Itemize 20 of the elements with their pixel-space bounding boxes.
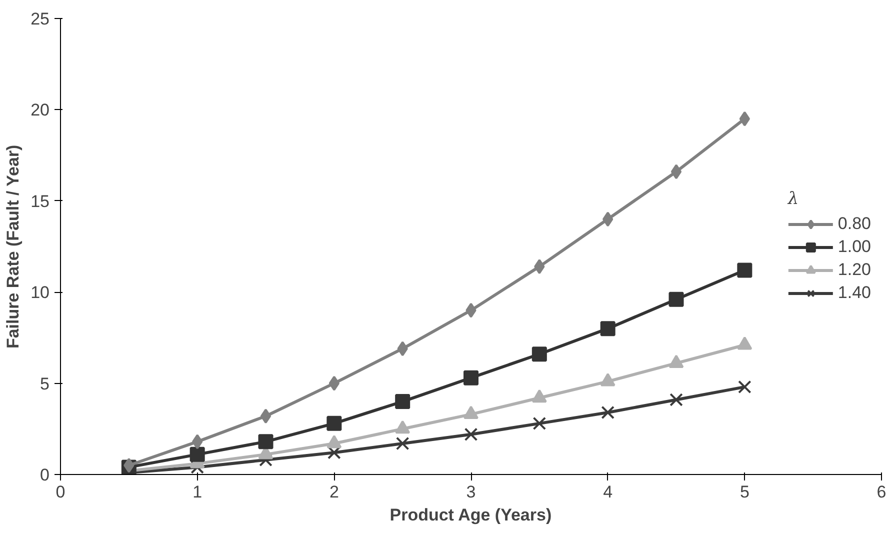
legend-label: 0.80	[838, 214, 871, 234]
x-tick-label: 4	[603, 482, 613, 502]
legend-label: 1.40	[838, 283, 871, 303]
x-tick-label: 0	[56, 482, 66, 502]
legend-label: 1.00	[838, 237, 871, 257]
x-tick-label: 3	[466, 482, 476, 502]
y-tick-label: 20	[30, 100, 50, 120]
legend-label: 1.20	[838, 260, 871, 280]
x-axis-title: Product Age (Years)	[390, 506, 552, 524]
y-tick-label: 25	[30, 10, 50, 28]
x-tick-label: 5	[740, 482, 750, 502]
y-axis-title: Failure Rate (Fault / Year)	[4, 144, 23, 349]
y-tick-label: 5	[40, 374, 50, 394]
y-tick-label: 10	[30, 283, 50, 302]
x-tick-label: 1	[192, 482, 202, 502]
legend-title: λ	[788, 189, 800, 209]
x-tick-label: 6	[876, 482, 886, 502]
x-tick-label: 2	[329, 482, 339, 502]
y-tick-label: 0	[40, 466, 50, 484]
y-tick-label: 15	[30, 192, 50, 211]
